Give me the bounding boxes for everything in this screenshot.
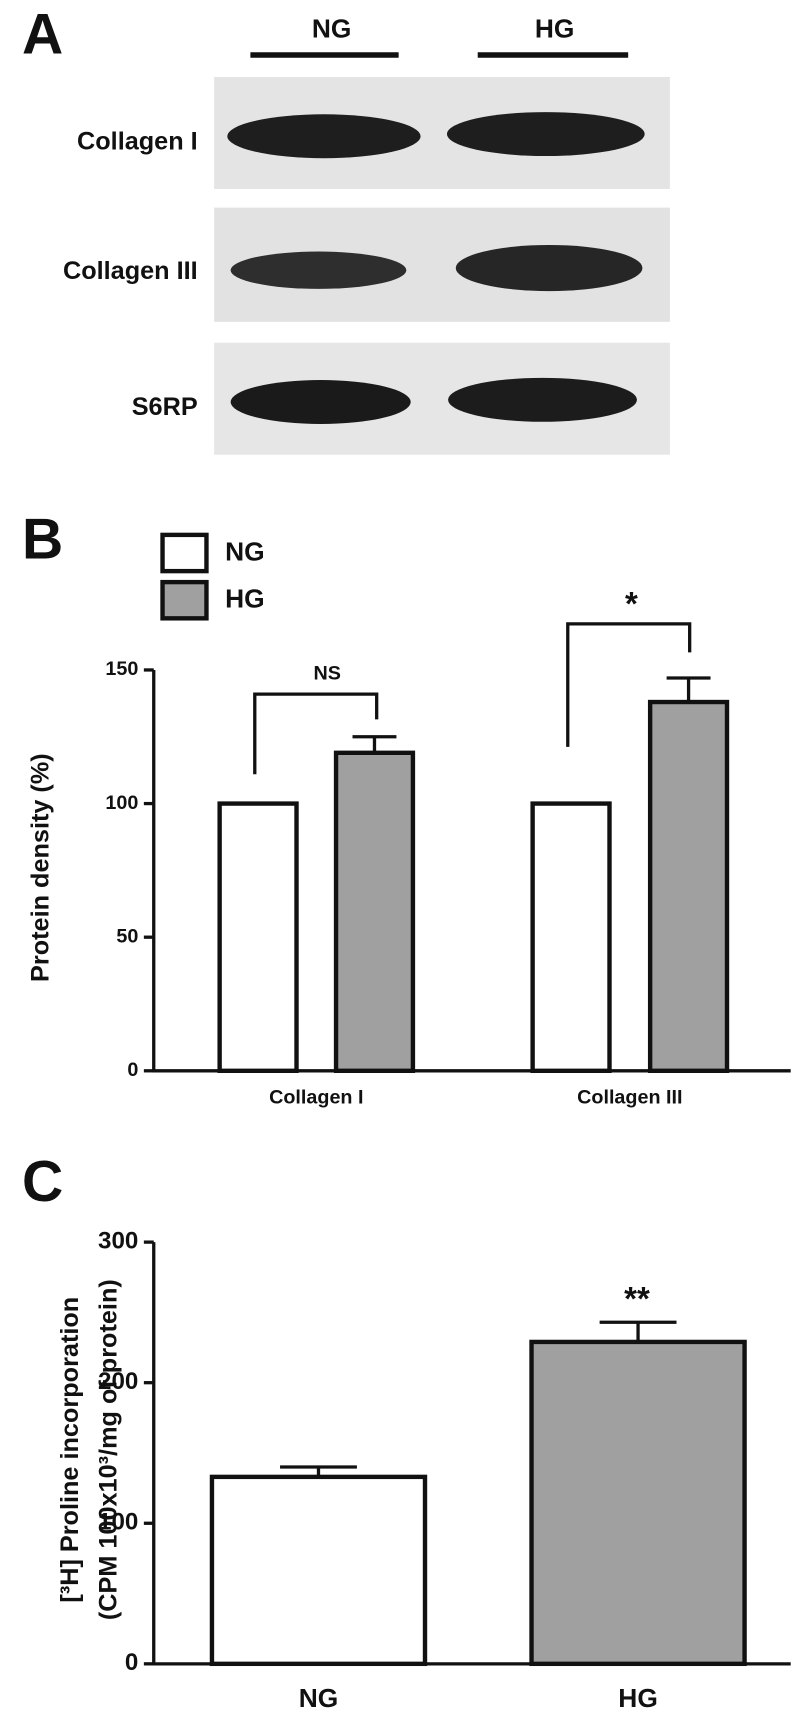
bar bbox=[647, 699, 730, 1074]
row-label: Collagen III bbox=[63, 257, 198, 285]
blot-images bbox=[214, 76, 670, 455]
bracket bbox=[253, 692, 379, 775]
axes bbox=[152, 669, 791, 1073]
x-tick-label: Collagen III bbox=[577, 1086, 682, 1108]
y-axis-label: Protein density (%) bbox=[26, 753, 54, 982]
y-axis-label: (CPM 100x10³/mg of protein) bbox=[94, 1279, 122, 1620]
panel-label: C bbox=[22, 1150, 63, 1214]
y-tick-label: 100 bbox=[98, 1509, 138, 1536]
annotation: * bbox=[625, 585, 638, 622]
legend-swatch bbox=[160, 579, 209, 621]
annotation: NS bbox=[314, 663, 341, 685]
y-tick-label: 50 bbox=[116, 925, 138, 947]
x-tick-label: NG bbox=[299, 1683, 339, 1713]
y-tick-label: 200 bbox=[98, 1368, 138, 1395]
y-tick-label: 100 bbox=[105, 792, 138, 814]
error-bar bbox=[666, 676, 711, 703]
panel-label: A bbox=[22, 3, 63, 67]
legend-label: NG bbox=[225, 537, 265, 567]
x-tick-label: HG bbox=[618, 1683, 658, 1713]
legend-label: HG bbox=[225, 584, 265, 614]
axes bbox=[152, 1242, 791, 1666]
annotation: ** bbox=[624, 1280, 650, 1317]
bar bbox=[333, 750, 416, 1074]
x-tick-label: Collagen I bbox=[269, 1086, 363, 1108]
bar bbox=[209, 1474, 428, 1667]
error-bar bbox=[280, 1465, 357, 1477]
bar bbox=[217, 801, 299, 1074]
panel-label: B bbox=[22, 508, 63, 572]
bracket bbox=[566, 622, 692, 747]
y-tick-label: 0 bbox=[127, 1059, 138, 1081]
error-bar bbox=[599, 1320, 677, 1342]
row-label: S6RP bbox=[132, 393, 198, 421]
lane-label: NG bbox=[312, 14, 352, 44]
y-tick-label: 150 bbox=[105, 658, 138, 680]
lane-label: HG bbox=[535, 14, 575, 44]
y-tick-label: 0 bbox=[125, 1649, 138, 1676]
bar bbox=[529, 1339, 747, 1667]
y-tick-label: 300 bbox=[98, 1228, 138, 1255]
bar bbox=[530, 801, 612, 1074]
error-bar bbox=[352, 735, 397, 753]
legend-swatch bbox=[160, 532, 209, 574]
row-label: Collagen I bbox=[77, 127, 198, 155]
y-axis-label: [³H] Proline incorporation bbox=[56, 1297, 84, 1603]
